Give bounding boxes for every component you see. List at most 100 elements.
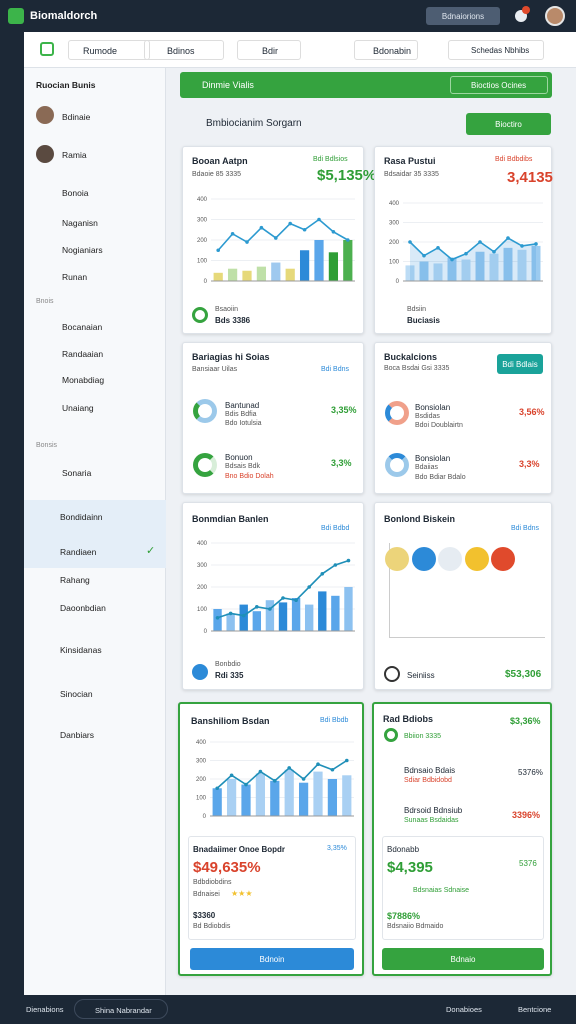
line-point (464, 251, 468, 256)
check: ✓ (146, 545, 156, 557)
card-tag[interactable]: Bdi Bdns (321, 366, 350, 373)
sub-title: Bdonabb (387, 845, 420, 854)
bar (327, 779, 338, 816)
sidebar-item[interactable]: Randiaen (60, 547, 97, 557)
chart: 0 100 200 300 400 (197, 197, 355, 285)
line-point (320, 572, 325, 576)
line-point (229, 773, 234, 778)
bar (270, 780, 280, 816)
sidebar-item[interactable]: Rahang (60, 575, 90, 585)
bar (291, 598, 301, 631)
footer-label: Bonbdio (215, 661, 241, 668)
y-tick-label: 0 (204, 279, 208, 285)
line-point (301, 777, 306, 781)
line-point (422, 253, 426, 258)
donut (193, 453, 217, 477)
rating-label: Bdnaisei (193, 891, 220, 898)
y-tick-label: 100 (389, 260, 400, 266)
logo (8, 8, 24, 24)
line-point (492, 249, 496, 254)
tab[interactable]: Bdir (237, 40, 301, 60)
sub-tag: 3,35% (327, 845, 347, 852)
sidebar-item[interactable]: Unaiang (62, 403, 94, 413)
sidebar-item[interactable]: Randaaian (62, 349, 104, 359)
y-tick-label: 400 (389, 201, 400, 207)
y-tick-label: 300 (197, 218, 208, 224)
sidebar-item[interactable]: Sinocian (60, 689, 93, 699)
row-name: Bonsiolan (415, 403, 451, 412)
sidebar-item[interactable]: Bonoia (62, 188, 89, 198)
banner-button[interactable]: Bioctios Ocines (450, 76, 548, 94)
bar (433, 263, 443, 281)
sidebar-item[interactable]: Bdinaie (62, 112, 91, 122)
sidebar-item[interactable]: Bocanaian (62, 322, 103, 332)
sidebar-item[interactable]: Danbiars (60, 730, 95, 740)
sidebar-item[interactable]: Naganisn (62, 218, 98, 228)
header-button[interactable]: Bdnaiorions (426, 7, 500, 25)
line-point (228, 611, 233, 616)
line-point (274, 236, 278, 240)
tab[interactable]: Bdinos (144, 40, 224, 60)
sub-tag: 5376 (519, 859, 537, 868)
sidebar-item[interactable]: Sonaria (62, 468, 92, 478)
y-tick-label: 100 (196, 796, 207, 802)
avatar[interactable] (545, 6, 565, 26)
tab[interactable]: Rumode (68, 40, 150, 60)
footer: Dienabions Shina Nabrandar Donabioes Ben… (0, 995, 576, 1024)
sidebar-item[interactable]: Bondidainn (60, 512, 103, 522)
sidebar: Ruocian Bunis Bdinaie Ramia Bonoia Nagan… (24, 68, 166, 995)
toolbar: Rumode Bdinos Bdir Bdonabin Schedas Nbhi… (24, 32, 576, 68)
sidebar-item[interactable]: Daoonbdian (60, 603, 106, 613)
y-tick-label: 100 (197, 259, 208, 265)
tab[interactable]: Schedas Nbhibs (448, 40, 544, 60)
bar (226, 613, 235, 631)
bar (213, 609, 222, 631)
line-point (478, 240, 482, 244)
section-button[interactable]: Bioctiro (466, 113, 551, 135)
card-tag[interactable]: Bdi Bbdb (320, 717, 349, 724)
line-point (302, 227, 307, 232)
tab[interactable]: Bdonabin (354, 40, 418, 60)
circle (412, 547, 436, 571)
line-point (268, 607, 272, 611)
sub-title: Bnadaiimer Onoe Bopdr (193, 845, 286, 854)
card-value: $3,36% (510, 716, 541, 726)
sidebar-item[interactable]: Monabdiag (62, 375, 105, 385)
card-tag[interactable]: Bdi Bdns (511, 525, 540, 532)
sidebar-item[interactable]: Kinsidanas (60, 645, 102, 655)
home-icon[interactable] (40, 42, 54, 56)
card-title: Buckalcions (384, 352, 438, 362)
card-tag[interactable]: Bdi Bdbd (321, 525, 350, 532)
row-value: 3,3% (331, 458, 352, 468)
sidebar-item[interactable]: Nogianiars (62, 245, 103, 255)
card-button[interactable]: Bdnoin (190, 948, 354, 970)
card-title: Booan Aatpn (192, 156, 248, 166)
card: Booan Aatpn Bdi Bdlsios Bdaoie 85 3335 $… (182, 146, 376, 334)
line (216, 759, 348, 789)
row-value: 3396% (512, 810, 541, 820)
amount-note: Bdsnaiio Bdmaido (387, 923, 444, 930)
avatar (36, 106, 54, 124)
card-tag: Bdi Bdlsios (313, 156, 348, 163)
line-point (255, 605, 259, 609)
card-button[interactable]: Bdnaio (382, 948, 544, 970)
footer-value: Bds 3386 (215, 316, 251, 325)
donut (385, 453, 409, 477)
row-sub: Bdaiias (415, 464, 438, 471)
top-bar: Biomaldorch Bdnaiorions (0, 0, 576, 32)
card-button[interactable]: Bdi Bdlais (497, 354, 543, 374)
bar (278, 602, 288, 631)
bar (314, 240, 324, 281)
card: Rad Bdiobs $3,36% Bbiion 3335 Bdnsaio Bd… (372, 702, 552, 976)
bar (328, 252, 339, 281)
row-name: Bdrsoid Bdnsiub (404, 806, 463, 815)
card: Banshiliom Bsdan Bdi Bbdb 0 100 200 300 400 … (178, 702, 364, 976)
badge (522, 6, 530, 14)
card-subtitle: Bdsaidar 35 3335 (384, 171, 439, 178)
footer-pill[interactable]: Shina Nabrandar (74, 999, 168, 1019)
line-point (317, 217, 321, 222)
sidebar-item[interactable]: Ramia (62, 150, 87, 160)
sidebar-item[interactable]: Runan (62, 272, 88, 282)
card-title: Bonlond Biskein (384, 514, 456, 524)
line-point (330, 767, 335, 772)
